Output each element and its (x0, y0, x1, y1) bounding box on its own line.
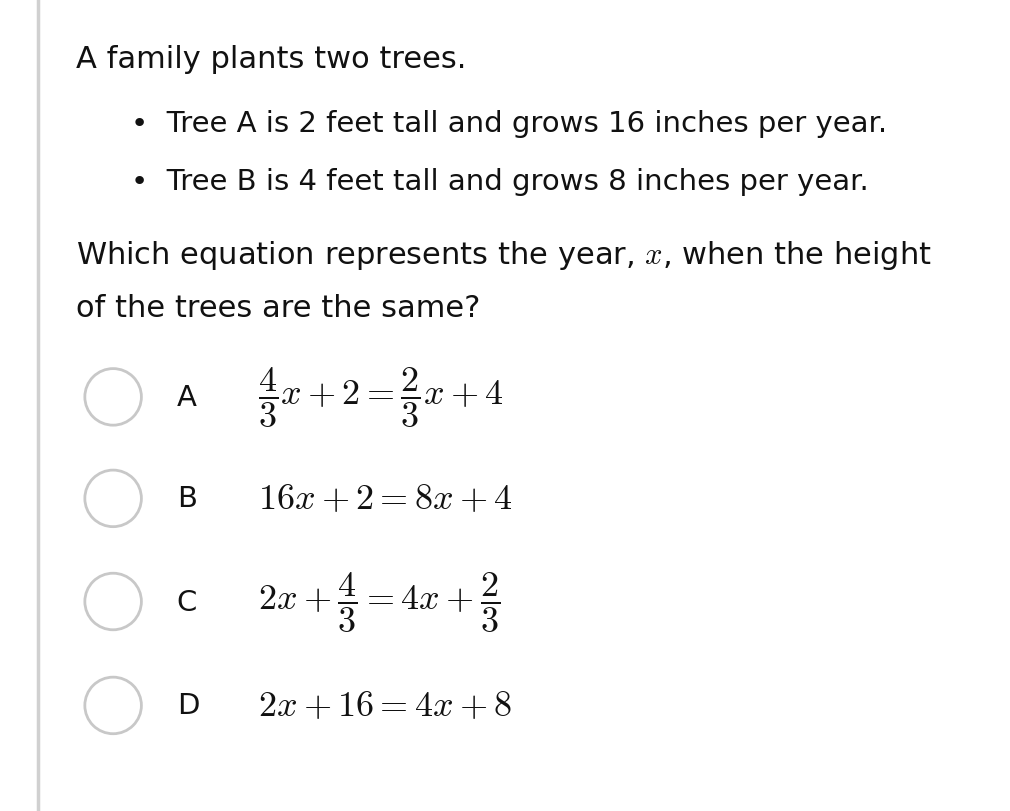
Text: $2x + 16 = 4x + 8$: $2x + 16 = 4x + 8$ (258, 689, 512, 723)
Text: $\dfrac{4}{3}x + 2 = \dfrac{2}{3}x + 4$: $\dfrac{4}{3}x + 2 = \dfrac{2}{3}x + 4$ (258, 365, 503, 430)
Text: Which equation represents the year, $x$, when the height: Which equation represents the year, $x$,… (76, 238, 931, 272)
Text: A family plants two trees.: A family plants two trees. (76, 45, 467, 74)
Text: $2x + \dfrac{4}{3} = 4x + \dfrac{2}{3}$: $2x + \dfrac{4}{3} = 4x + \dfrac{2}{3}$ (258, 569, 500, 634)
Text: A: A (177, 384, 197, 411)
Text: C: C (177, 588, 197, 616)
Text: D: D (177, 692, 199, 719)
Text: •  Tree B is 4 feet tall and grows 8 inches per year.: • Tree B is 4 feet tall and grows 8 inch… (131, 168, 869, 195)
Text: $16x + 2 = 8x + 4$: $16x + 2 = 8x + 4$ (258, 482, 512, 516)
Text: B: B (177, 485, 197, 513)
Text: •  Tree A is 2 feet tall and grows 16 inches per year.: • Tree A is 2 feet tall and grows 16 inc… (131, 109, 888, 137)
Text: of the trees are the same?: of the trees are the same? (76, 294, 480, 323)
